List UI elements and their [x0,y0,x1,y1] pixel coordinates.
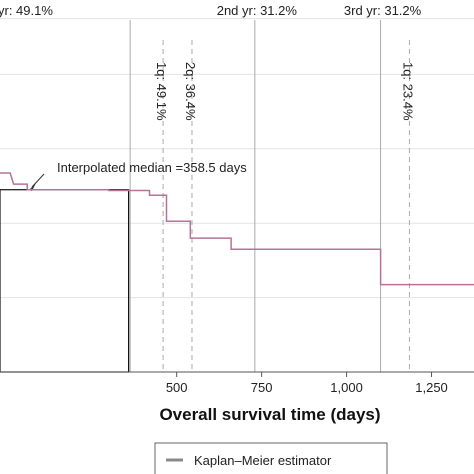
grid [0,18,474,299]
median-box: Interpolated median =358.5 days [0,160,247,373]
x-tick-label: 1,250 [415,380,448,395]
quartile-marker-label: 1q: 49.1% [154,62,169,121]
vertical-markers: yr: 49.1% 2nd yr: 31.2% 3rd yr: 31.2% 1q: 4… [0,3,422,372]
survival-curves [0,172,474,286]
legend-label: Kaplan–Meier estimator [194,453,332,468]
x-tick-label: 1,000 [330,380,363,395]
survival-curve [0,172,474,286]
x-tick-label: 500 [166,380,188,395]
x-axis-title: Overall survival time (days) [159,405,380,424]
x-axis: 500 750 1,000 1,250 [0,371,474,395]
quartile-marker-label: 1q: 23.4% [400,62,415,121]
year-marker-label: 3rd yr: 31.2% [344,3,422,18]
year-marker-label: yr: 49.1% [0,3,53,18]
quartile-marker-label: 2q: 36.4% [183,62,198,121]
year-marker-label: 2nd yr: 31.2% [217,3,298,18]
median-box-outline [0,189,130,373]
median-annotation: Interpolated median =358.5 days [57,160,247,175]
legend: Kaplan–Meier estimator [154,442,388,474]
legend-box [154,442,388,474]
median-arrow [31,173,45,188]
x-tick-label: 750 [251,380,273,395]
